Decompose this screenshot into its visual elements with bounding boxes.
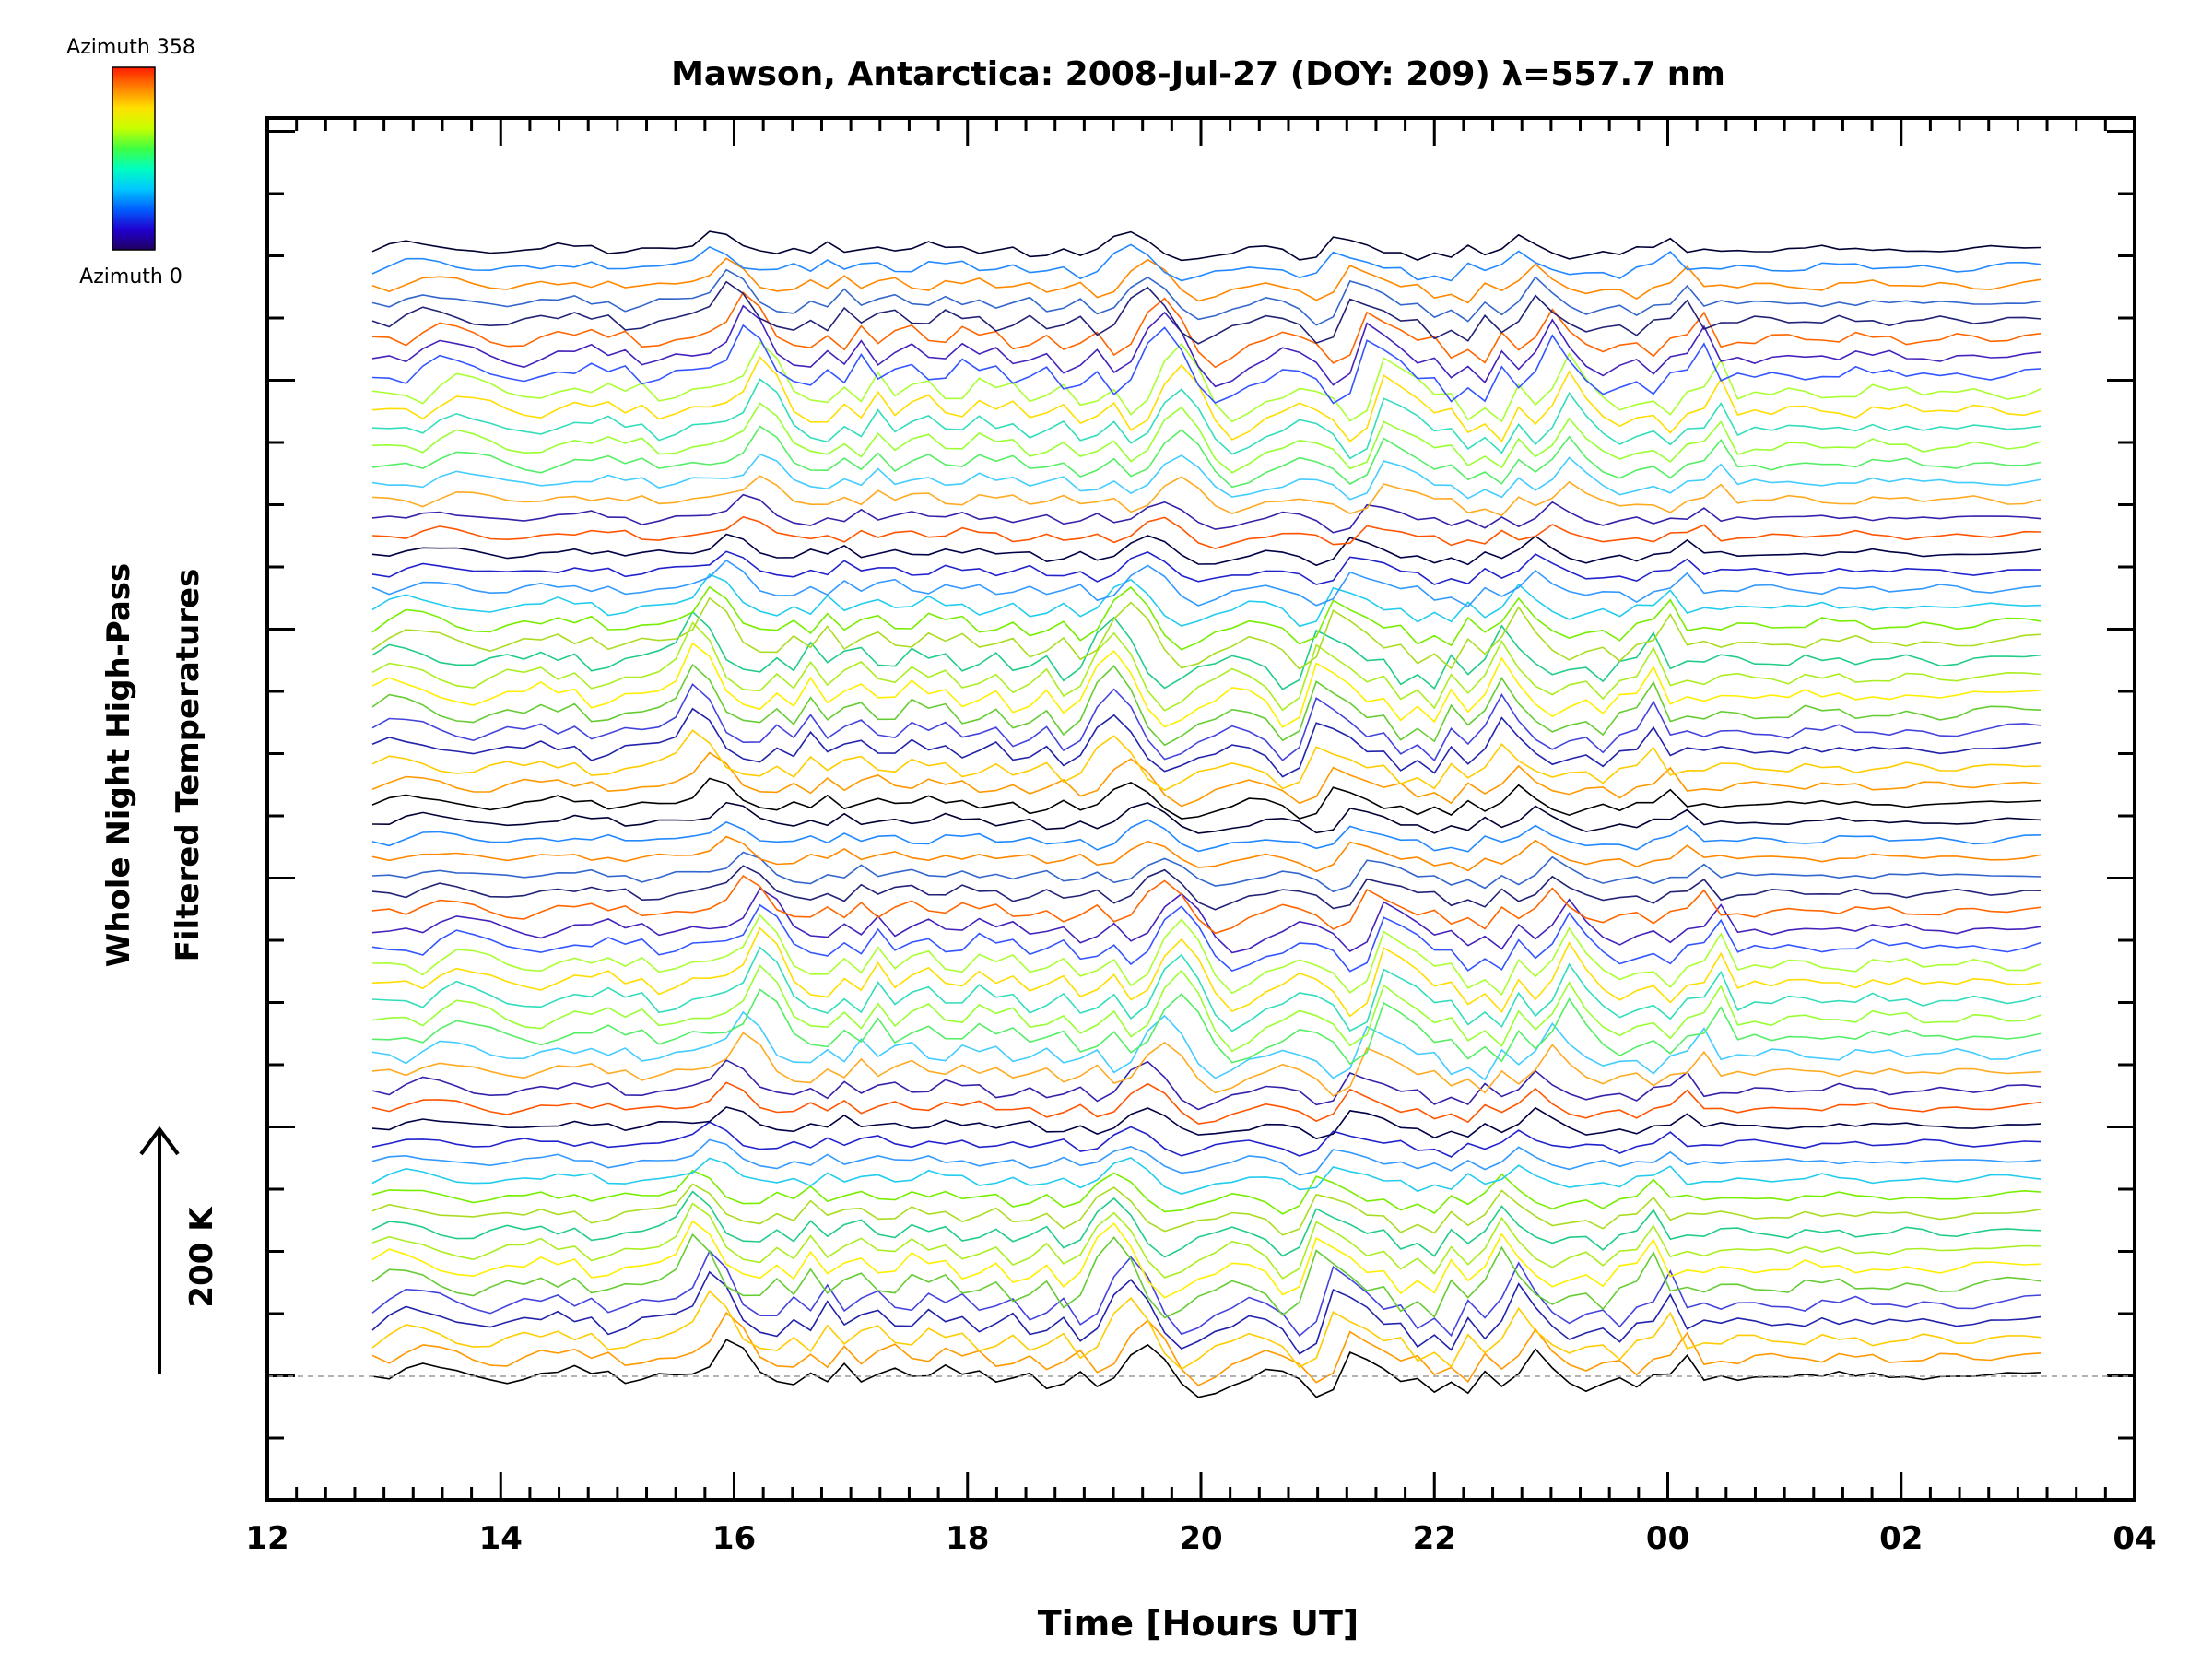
y-axis-label-line1: Whole Night High-Pass [100,563,137,968]
trace-line [371,324,2041,405]
trace-line [371,835,2041,873]
trace-line [371,801,2041,834]
trace-line [371,425,2041,489]
trace-line [371,1220,2041,1299]
trace-line [371,550,2041,585]
x-tick-label: 04 [2112,1520,2156,1557]
trace-line [371,1010,2041,1081]
trace-line [371,475,2041,517]
trace-line [371,1059,2041,1111]
trace-line [371,1121,2041,1158]
trace-line [371,642,2041,728]
trace-line [371,378,2041,460]
x-tick-label: 00 [1646,1520,1689,1557]
trace-line [371,230,2041,262]
trace-line [371,533,2041,567]
trace-line [371,819,2041,853]
axis-ticks: 12 14 16 18 20 22 00 02 04 [245,118,2157,1557]
colorbar-bottom-label: Azimuth 0 [79,265,182,289]
trace-line [371,926,2041,1018]
trace-line [371,1169,2041,1215]
trace-line [371,777,2041,820]
trace-line [371,559,2041,607]
x-tick-label: 20 [1179,1520,1222,1557]
x-tick-label: 14 [479,1520,523,1557]
trace-line [371,1032,2041,1097]
trace-line [371,596,2041,670]
trace-line [371,1138,2041,1176]
trace-line [371,988,2041,1066]
trace-line [371,1081,2041,1125]
trace-line [371,946,2041,1032]
trace-line [371,621,2041,712]
plot-frame [265,116,2136,1502]
x-tick-label: 18 [946,1520,989,1557]
trace-line [371,573,2041,628]
scale-label: 200 K [183,1206,220,1308]
trace-line [371,341,2042,423]
trace-line [371,1183,2041,1236]
trace-line [371,875,2041,935]
trace-line [371,1311,2041,1386]
trace-line [371,903,2041,973]
trace-line [371,964,2041,1053]
trace-line [371,851,2041,893]
trace-line [371,1270,2041,1355]
trace-line [371,585,2041,651]
trace-line [371,914,2041,997]
trace-line [371,729,2041,792]
trace-line [371,1249,2041,1338]
y-axis-label-line2: Filtered Temperatures [170,569,206,962]
trace-line [371,291,2041,369]
x-axis-label: Time [Hours UT] [1038,1603,1359,1644]
trace-line [371,1106,2041,1140]
trace-line [371,707,2041,778]
colorbar-top-label: Azimuth 358 [66,36,195,59]
colorbar [112,66,156,251]
trace-line [371,243,2041,282]
traces [371,230,2042,1398]
trace-line [371,1290,2041,1371]
scale-arrow [139,1126,180,1374]
trace-line [371,268,2041,326]
trace-line [371,865,2041,911]
trace-line [371,1202,2041,1280]
trace-line [371,257,2041,304]
trace-line [371,887,2041,954]
trace-line [371,751,2041,808]
x-tick-label: 22 [1413,1520,1456,1557]
trace-line [371,1233,2041,1319]
trace-line [371,356,2041,443]
trace-line [371,515,2041,549]
trace-line [371,1157,2041,1195]
x-tick-label: 12 [245,1520,288,1557]
trace-line [371,663,2041,747]
trace-line [371,610,2041,690]
trace-line [371,304,2041,388]
trace-line [371,1190,2041,1258]
trace-line [371,453,2041,501]
x-tick-label: 16 [712,1520,756,1557]
trace-line [371,280,2041,345]
trace-line [371,402,2041,474]
trace-line [371,493,2041,534]
chart-title: Mawson, Antarctica: 2008-Jul-27 (DOY: 20… [671,55,1725,93]
x-tick-label: 02 [1879,1520,1923,1557]
trace-line [371,683,2041,762]
